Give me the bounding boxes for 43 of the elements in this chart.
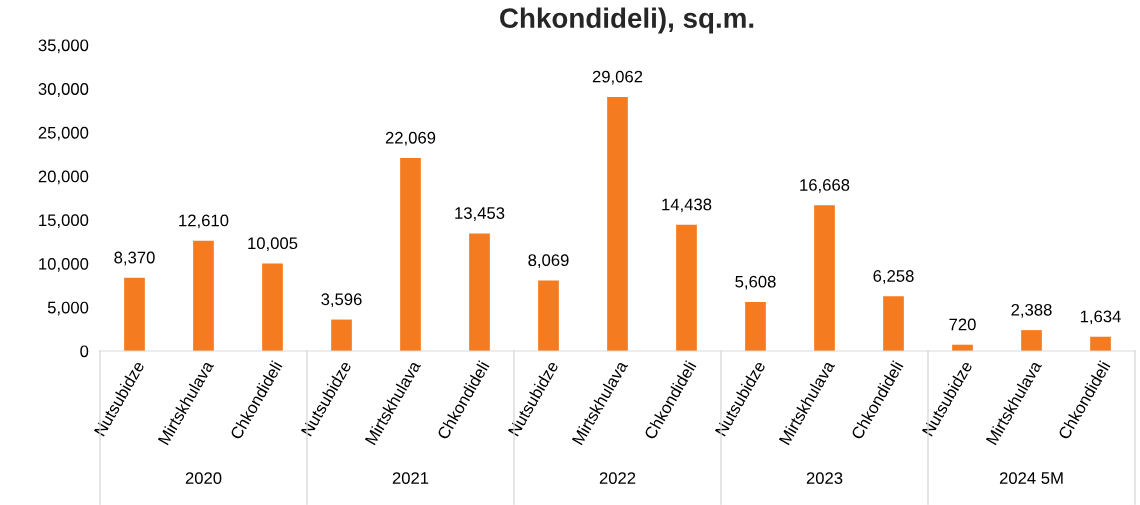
bar (883, 296, 904, 351)
data-label: 3,596 (321, 293, 362, 308)
data-label: 1,634 (1080, 310, 1121, 325)
data-label: 6,258 (873, 270, 914, 284)
bar (193, 240, 214, 351)
bar (124, 277, 145, 351)
data-label: 13,453 (455, 207, 505, 221)
data-label: 2,388 (1011, 303, 1052, 318)
bar (676, 224, 697, 351)
text: 2022 (599, 472, 636, 484)
bar (469, 233, 490, 351)
data-label: 5,608 (735, 275, 776, 290)
bar (1090, 336, 1111, 351)
bar (1021, 330, 1042, 351)
data-label: 16,668 (800, 179, 850, 193)
y-tick-label: 20,000 (38, 170, 89, 185)
bar (400, 158, 421, 351)
y-tick-label: 10,000 (39, 257, 89, 272)
data-label: 22,069 (385, 131, 436, 146)
text: 2023 (806, 472, 843, 484)
text: 2021 (392, 472, 429, 484)
bar (745, 301, 766, 351)
data-label: 14,438 (662, 198, 712, 213)
text: 2020 (185, 472, 222, 484)
bar (262, 263, 283, 351)
y-tick-label: 25,000 (38, 126, 89, 141)
data-label: 8,069 (528, 254, 569, 269)
y-tick-label: 30,000 (38, 83, 89, 97)
bar (538, 280, 559, 351)
y-tick-label: 5,000 (47, 301, 89, 316)
bar (331, 319, 352, 351)
y-tick-label: 15,000 (39, 214, 89, 229)
y-tick-label: 0 (80, 345, 89, 358)
y-tick-label: 35,000 (38, 39, 89, 54)
data-label: 29,062 (592, 70, 643, 85)
bar (814, 205, 835, 351)
chart-title: Chkondideli), sq.m. (500, 7, 754, 34)
data-label: 10,005 (248, 237, 298, 252)
data-label: 12,610 (179, 214, 229, 229)
text: 2024 5M (999, 472, 1063, 484)
bar (607, 96, 628, 351)
data-label: 720 (949, 318, 976, 331)
data-label: 8,370 (114, 251, 155, 266)
